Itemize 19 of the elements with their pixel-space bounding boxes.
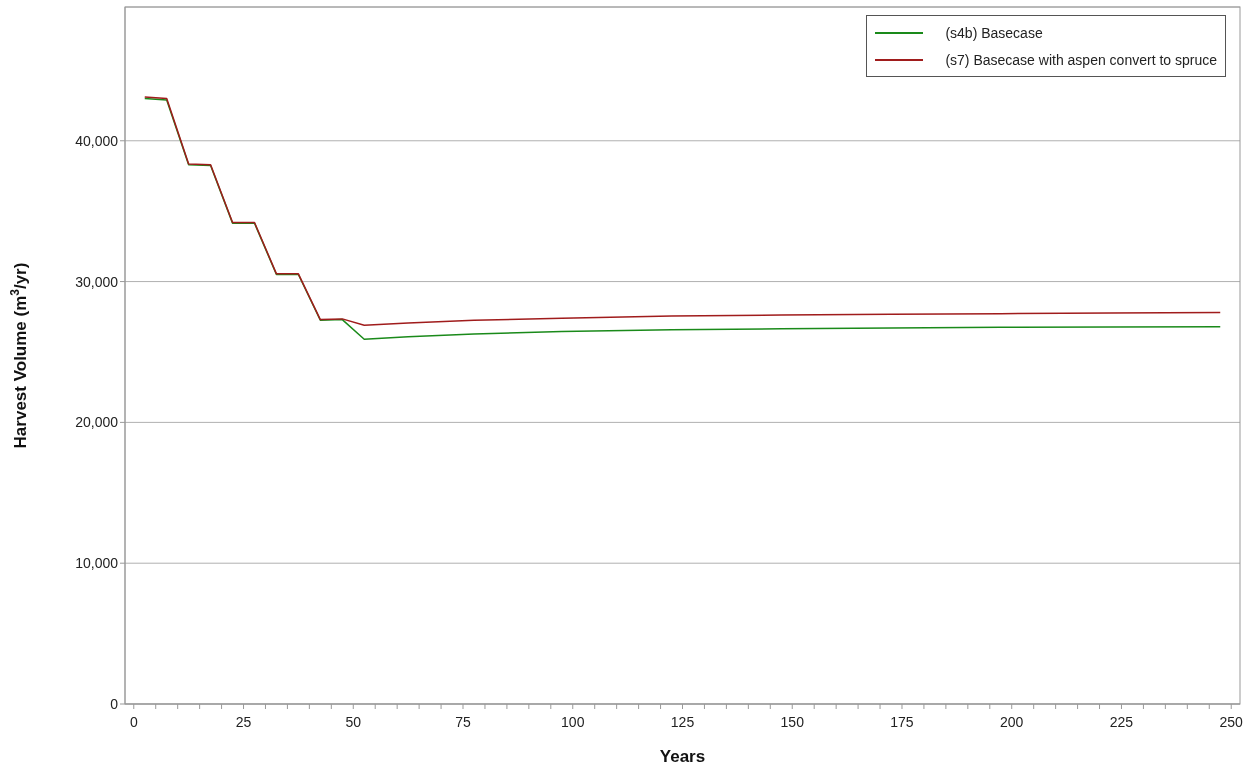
x-tick-label: 250 [1219,714,1244,730]
x-tick-label: 0 [129,714,138,730]
x-tick-label: 75 [455,714,472,730]
y-tick-label: 40,000 [75,132,119,149]
x-tick-label: 125 [670,714,695,730]
legend-label: (s4b) Basecase [945,24,1043,41]
y-tick-label: 0 [110,695,119,712]
legend-label: (s7) Basecase with aspen convert to spruce [945,51,1217,68]
y-tick-label: 20,000 [75,414,119,431]
x-tick-label: 150 [780,714,805,730]
x-tick-label: 50 [345,714,362,730]
y-tick-label: 30,000 [75,273,119,290]
x-tick-label: 100 [561,714,585,730]
y-tick-label: 10,000 [75,555,119,572]
x-axis-title: Years [659,747,706,766]
x-tick-label: 25 [235,714,252,730]
x-tick-label: 175 [890,714,914,730]
x-tick-label: 200 [1000,714,1024,730]
x-tick-label: 225 [1109,714,1134,730]
